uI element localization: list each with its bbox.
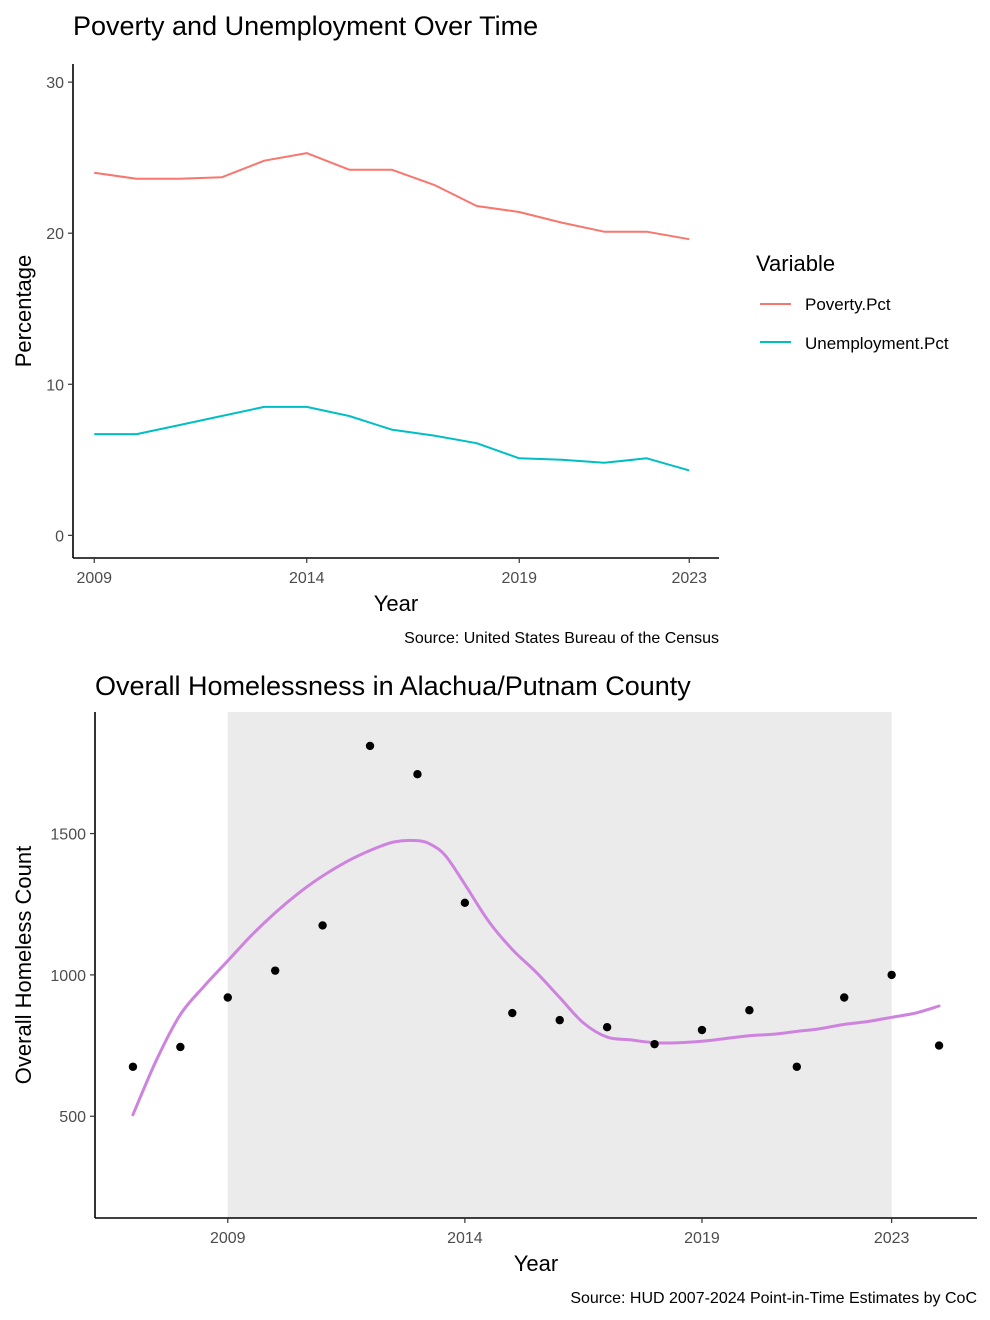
- x-tick-label-2023: 2023: [671, 570, 707, 587]
- chart1-title: Poverty and Unemployment Over Time: [73, 11, 538, 41]
- x-tick-label-2009: 2009: [210, 1230, 246, 1247]
- chart2-y-ticks: 500 1000 1500: [50, 827, 95, 1126]
- data-point-2016: [555, 1015, 564, 1025]
- x-tick-label-2019: 2019: [501, 570, 537, 587]
- chart1-legend: Variable Poverty.Pct Unemployment.Pct: [756, 251, 949, 353]
- legend-label-unemployment: Unemployment.Pct: [805, 334, 949, 353]
- chart2-x-axis-title: Year: [514, 1251, 558, 1276]
- legend-title: Variable: [756, 251, 835, 276]
- x-tick-label-2014: 2014: [447, 1230, 483, 1247]
- chart2-caption: Source: HUD 2007-2024 Point-in-Time Esti…: [570, 1290, 977, 1307]
- data-point-2008: [176, 1042, 185, 1052]
- homelessness-chart: Overall Homelessness in Alachua/Putnam C…: [11, 671, 977, 1307]
- x-tick-label-2009: 2009: [76, 570, 112, 587]
- data-point-2024: [934, 1041, 944, 1050]
- data-point-2018: [650, 1039, 659, 1049]
- y-tick-label-20: 20: [46, 226, 64, 243]
- data-point-2015: [508, 1008, 517, 1018]
- y-tick-label-1000: 1000: [50, 968, 86, 985]
- y-tick-label-500: 500: [59, 1109, 86, 1126]
- data-point-2019: [697, 1025, 707, 1035]
- y-tick-label-30: 30: [46, 75, 64, 92]
- legend-label-poverty: Poverty.Pct: [805, 295, 891, 314]
- chart1-y-axis-title: Percentage: [11, 255, 36, 368]
- x-tick-label-2014: 2014: [289, 570, 325, 587]
- chart2-y-axis-title: Overall Homeless Count: [11, 846, 36, 1084]
- x-tick-label-2023: 2023: [874, 1230, 910, 1247]
- chart2-smooth-line: [131, 838, 941, 1117]
- y-tick-label-10: 10: [46, 377, 64, 394]
- chart2-shaded-region: [227, 712, 892, 1218]
- chart2-points-group: [128, 741, 944, 1071]
- y-tick-label-0: 0: [55, 528, 64, 545]
- chart1-x-axis-title: Year: [374, 591, 418, 616]
- data-point-2014: [460, 898, 470, 908]
- data-point-2013: [413, 769, 422, 779]
- data-point-2012: [365, 741, 375, 751]
- data-point-2020: [745, 1006, 754, 1015]
- chart1-y-ticks: 0 10 20 30: [46, 75, 73, 545]
- data-point-2021: [792, 1062, 802, 1071]
- series-line-poverty-pct: [94, 152, 690, 241]
- x-tick-label-2019: 2019: [684, 1230, 720, 1247]
- chart1-series-group: [94, 152, 690, 472]
- chart2-x-ticks: 2009 2014 2019 2023: [210, 1218, 910, 1247]
- series-line-unemployment-pct: [94, 405, 690, 472]
- data-point-2011: [318, 921, 327, 930]
- poverty-unemployment-chart: Poverty and Unemployment Over Time 0 10 20…: [11, 11, 949, 647]
- chart1-caption: Source: United States Bureau of the Cens…: [404, 630, 719, 647]
- data-point-2007: [128, 1062, 138, 1071]
- data-point-2017: [602, 1022, 612, 1032]
- data-point-2009: [223, 993, 232, 1002]
- data-point-2023: [887, 970, 896, 980]
- data-point-2010: [270, 966, 280, 975]
- y-tick-label-1500: 1500: [50, 827, 86, 844]
- chart2-title: Overall Homelessness in Alachua/Putnam C…: [95, 671, 691, 701]
- chart1-x-ticks: 2009 2014 2019 2023: [76, 558, 707, 587]
- data-point-2022: [840, 993, 849, 1002]
